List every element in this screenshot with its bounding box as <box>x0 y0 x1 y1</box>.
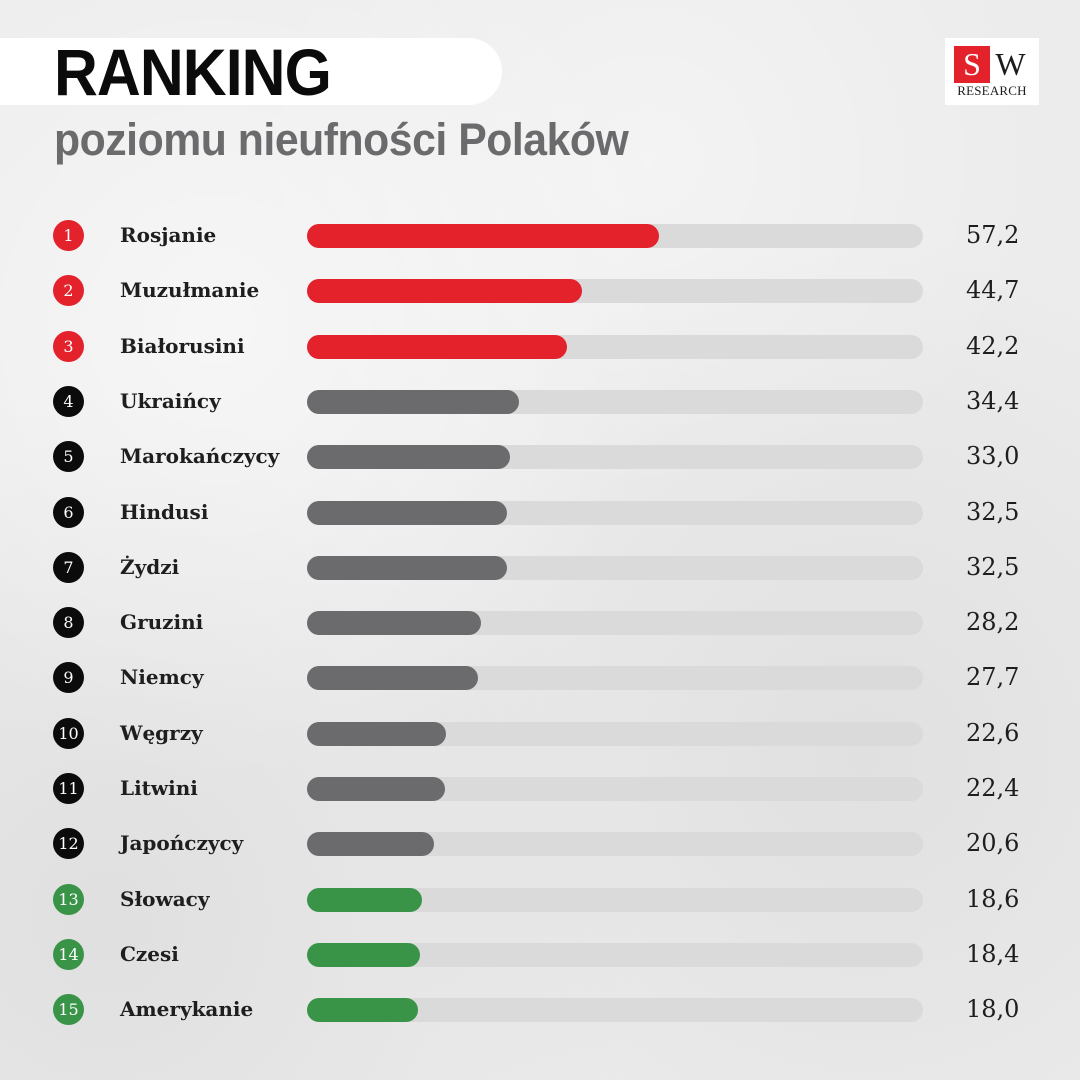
bar-fill <box>307 500 508 525</box>
value-label: 44,7 <box>966 276 1020 305</box>
rank-badge: 10 <box>53 717 84 749</box>
category-label: Marokańczycy <box>120 444 280 469</box>
value-label: 28,2 <box>966 608 1020 637</box>
rank-badge: 1 <box>53 220 84 251</box>
category-label: Gruzini <box>120 610 204 635</box>
bar-fill <box>307 666 478 691</box>
rank-badge: 7 <box>53 551 84 583</box>
bar-fill <box>307 998 418 1023</box>
bar-fill <box>307 942 421 967</box>
bar-track <box>307 445 923 470</box>
rank-badge: 15 <box>53 994 84 1026</box>
bar-fill <box>307 721 447 746</box>
value-label: 57,2 <box>966 221 1020 249</box>
rank-badge: 14 <box>53 938 84 970</box>
category-label: Niemcy <box>120 665 204 690</box>
category-label: Słowacy <box>120 886 210 911</box>
bar-fill <box>307 887 422 912</box>
value-label: 33,0 <box>966 442 1020 471</box>
bar-track <box>307 666 923 691</box>
logo-subtitle: RESEARCH <box>957 83 1027 98</box>
value-label: 32,5 <box>966 552 1020 581</box>
page-title: RANKING <box>54 35 332 109</box>
sw-research-logo: S W RESEARCH <box>945 38 1039 105</box>
bar-track <box>307 334 923 359</box>
bar-fill <box>307 224 660 248</box>
ranking-row: 10 Węgrzy 22,6 <box>0 706 1080 761</box>
ranking-row: 14 Czesi 18,4 <box>0 927 1080 982</box>
bar-track <box>307 224 923 248</box>
category-label: Białorusini <box>120 333 245 358</box>
ranking-row: 4 Ukraińcy 34,4 <box>0 374 1080 429</box>
bar-track <box>307 500 923 525</box>
category-label: Węgrzy <box>120 720 203 745</box>
rank-badge: 11 <box>53 773 84 804</box>
bar-track <box>307 555 923 580</box>
category-label: Muzułmanie <box>120 278 260 303</box>
logo-letter-s: S <box>954 46 990 83</box>
rank-badge: 5 <box>53 441 84 473</box>
ranking-row: 9 Niemcy 27,7 <box>0 650 1080 705</box>
category-label: Ukraińcy <box>120 388 221 413</box>
value-label: 27,7 <box>966 663 1020 692</box>
ranking-row: 12 Japończycy 20,6 <box>0 816 1080 871</box>
bar-fill <box>307 611 481 636</box>
bar-fill <box>307 555 508 580</box>
ranking-row: 6 Hindusi 32,5 <box>0 485 1080 540</box>
bar-track <box>307 389 923 414</box>
rank-badge: 2 <box>53 275 84 307</box>
ranking-row: 2 Muzułmanie 44,7 <box>0 263 1080 318</box>
category-label: Rosjanie <box>120 223 217 247</box>
bar-track <box>307 998 923 1023</box>
rank-badge: 13 <box>53 883 84 915</box>
category-label: Litwini <box>120 776 198 800</box>
value-label: 22,6 <box>966 718 1020 747</box>
value-label: 42,2 <box>966 331 1020 360</box>
bar-track <box>307 832 923 857</box>
category-label: Japończycy <box>120 831 244 856</box>
category-label: Amerykanie <box>120 997 254 1022</box>
value-label: 18,6 <box>966 884 1020 913</box>
title-banner <box>0 38 502 105</box>
value-label: 32,5 <box>966 497 1020 526</box>
rank-badge: 3 <box>53 330 84 362</box>
ranking-row: 3 Białorusini 42,2 <box>0 319 1080 374</box>
rank-badge: 12 <box>53 828 84 860</box>
bar-track <box>307 611 923 636</box>
ranking-row: 8 Gruzini 28,2 <box>0 595 1080 650</box>
value-label: 18,4 <box>966 939 1020 968</box>
bar-track <box>307 887 923 912</box>
ranking-row: 15 Amerykanie 18,0 <box>0 982 1080 1037</box>
logo-letter-w: W <box>991 46 1030 83</box>
ranking-row: 1 Rosjanie 57,2 <box>0 208 1080 263</box>
rank-badge: 8 <box>53 607 84 639</box>
bar-track <box>307 279 923 304</box>
bar-fill <box>307 334 567 359</box>
value-label: 34,4 <box>966 386 1020 415</box>
bar-track <box>307 721 923 746</box>
rank-badge: 6 <box>53 496 84 528</box>
bar-track <box>307 942 923 967</box>
ranking-row: 13 Słowacy 18,6 <box>0 872 1080 927</box>
value-label: 22,4 <box>966 774 1020 802</box>
bar-fill <box>307 389 519 414</box>
rank-badge: 4 <box>53 385 84 417</box>
ranking-row: 7 Żydzi 32,5 <box>0 540 1080 595</box>
ranking-row: 11 Litwini 22,4 <box>0 761 1080 816</box>
bar-track <box>307 777 923 801</box>
bar-fill <box>307 777 445 801</box>
bar-fill <box>307 832 434 857</box>
category-label: Żydzi <box>120 554 180 579</box>
bar-fill <box>307 445 511 470</box>
page-subtitle: poziomu nieufności Polaków <box>54 114 629 165</box>
value-label: 20,6 <box>966 829 1020 858</box>
value-label: 18,0 <box>966 995 1020 1024</box>
bar-fill <box>307 279 583 304</box>
ranking-row: 5 Marokańczycy 33,0 <box>0 429 1080 484</box>
category-label: Czesi <box>120 941 179 966</box>
category-label: Hindusi <box>120 499 209 524</box>
rank-badge: 9 <box>53 662 84 694</box>
